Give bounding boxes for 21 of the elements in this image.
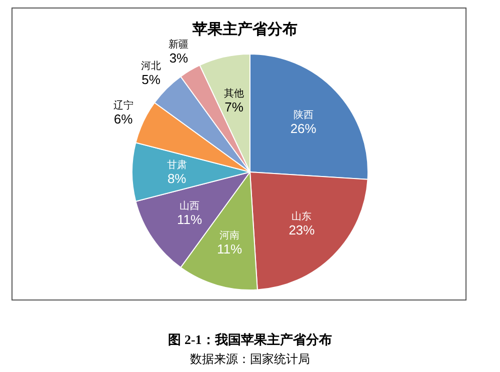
chart-title: 苹果主产省分布 bbox=[192, 20, 298, 38]
data-label: 11% bbox=[176, 212, 202, 228]
source-note: 数据来源：国家统计局 bbox=[190, 352, 310, 366]
slice-label: 新疆 bbox=[168, 38, 189, 50]
slice-label: 其他 bbox=[224, 88, 244, 100]
slice-label: 山东 bbox=[292, 210, 312, 223]
slice-label: 山西 bbox=[179, 200, 200, 212]
data-label: 5% bbox=[142, 72, 161, 88]
data-label: 26% bbox=[290, 120, 317, 136]
data-label: 7% bbox=[224, 100, 244, 115]
data-label: 11% bbox=[217, 241, 243, 256]
data-label: 8% bbox=[167, 171, 187, 186]
slice-label: 辽宁 bbox=[113, 99, 134, 112]
data-label: 6% bbox=[114, 111, 134, 126]
data-label: 23% bbox=[288, 222, 316, 238]
slice-label: 陕西 bbox=[293, 108, 314, 121]
slice-label: 甘肃 bbox=[166, 159, 187, 171]
data-label: 3% bbox=[169, 50, 189, 66]
slice-label: 河北 bbox=[141, 60, 162, 72]
slice-label: 河南 bbox=[220, 229, 240, 242]
caption: 图 2-1：我国苹果主产省分布 bbox=[168, 332, 332, 347]
